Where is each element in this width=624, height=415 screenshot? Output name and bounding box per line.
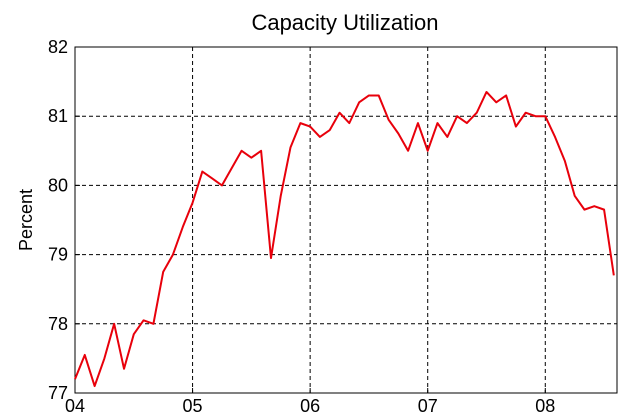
x-tick-label: 04 [65, 396, 85, 415]
y-tick-label: 82 [48, 37, 68, 57]
y-tick-label: 77 [48, 383, 68, 403]
y-tick-label: 78 [48, 314, 68, 334]
chart-title: Capacity Utilization [251, 10, 438, 35]
y-tick-label: 81 [48, 106, 68, 126]
plot-frame [74, 46, 618, 394]
x-tick-label: 05 [183, 396, 203, 415]
line-series [74, 90, 615, 388]
y-axis-label: Percent [16, 189, 36, 251]
x-tick-label: 06 [300, 396, 320, 415]
x-tick-label: 08 [535, 396, 555, 415]
y-tick-label: 79 [48, 245, 68, 265]
x-tick-label: 07 [418, 396, 438, 415]
y-tick-label: 80 [48, 175, 68, 195]
